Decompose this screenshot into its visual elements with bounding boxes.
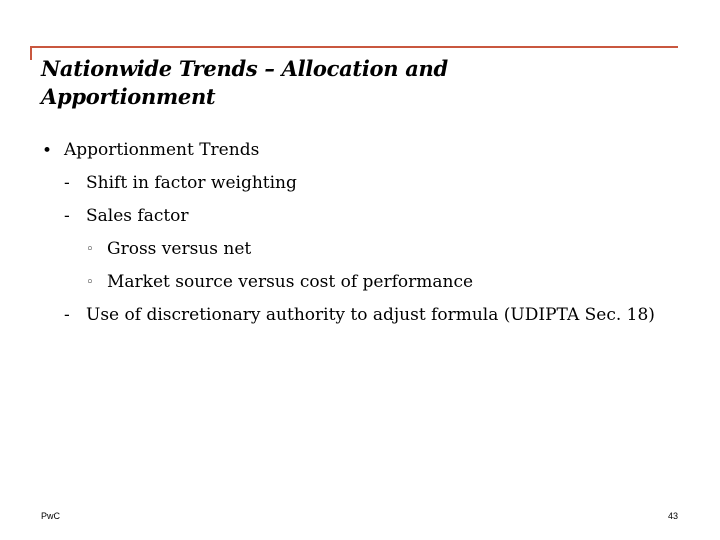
bullet-text: Apportionment Trends <box>64 140 260 160</box>
bullet-text: Shift in factor weighting <box>86 173 297 193</box>
bullet-marker: - <box>64 173 70 193</box>
page-number: 43 <box>667 511 678 521</box>
bullet-text: Gross versus net <box>107 239 252 259</box>
title-line-1: Nationwide Trends – Allocation and <box>41 56 448 81</box>
bullet-marker: - <box>64 206 70 226</box>
bullet-marker: • <box>42 141 53 161</box>
bullet-text: Market source versus cost of performance <box>107 272 474 292</box>
bullet-text: Use of discretionary authority to adjust… <box>86 305 655 325</box>
bullet-marker: ◦ <box>86 275 94 290</box>
bullet-marker: - <box>64 305 70 325</box>
bullet-marker: ◦ <box>86 242 94 257</box>
slide-title: Nationwide Trends – Allocation and Apport… <box>41 55 448 111</box>
title-rule <box>30 46 678 48</box>
footer-brand: PwC <box>41 511 61 521</box>
bullet-text: Sales factor <box>86 206 189 226</box>
title-rule-tick <box>30 46 32 60</box>
title-line-2: Apportionment <box>41 84 216 109</box>
